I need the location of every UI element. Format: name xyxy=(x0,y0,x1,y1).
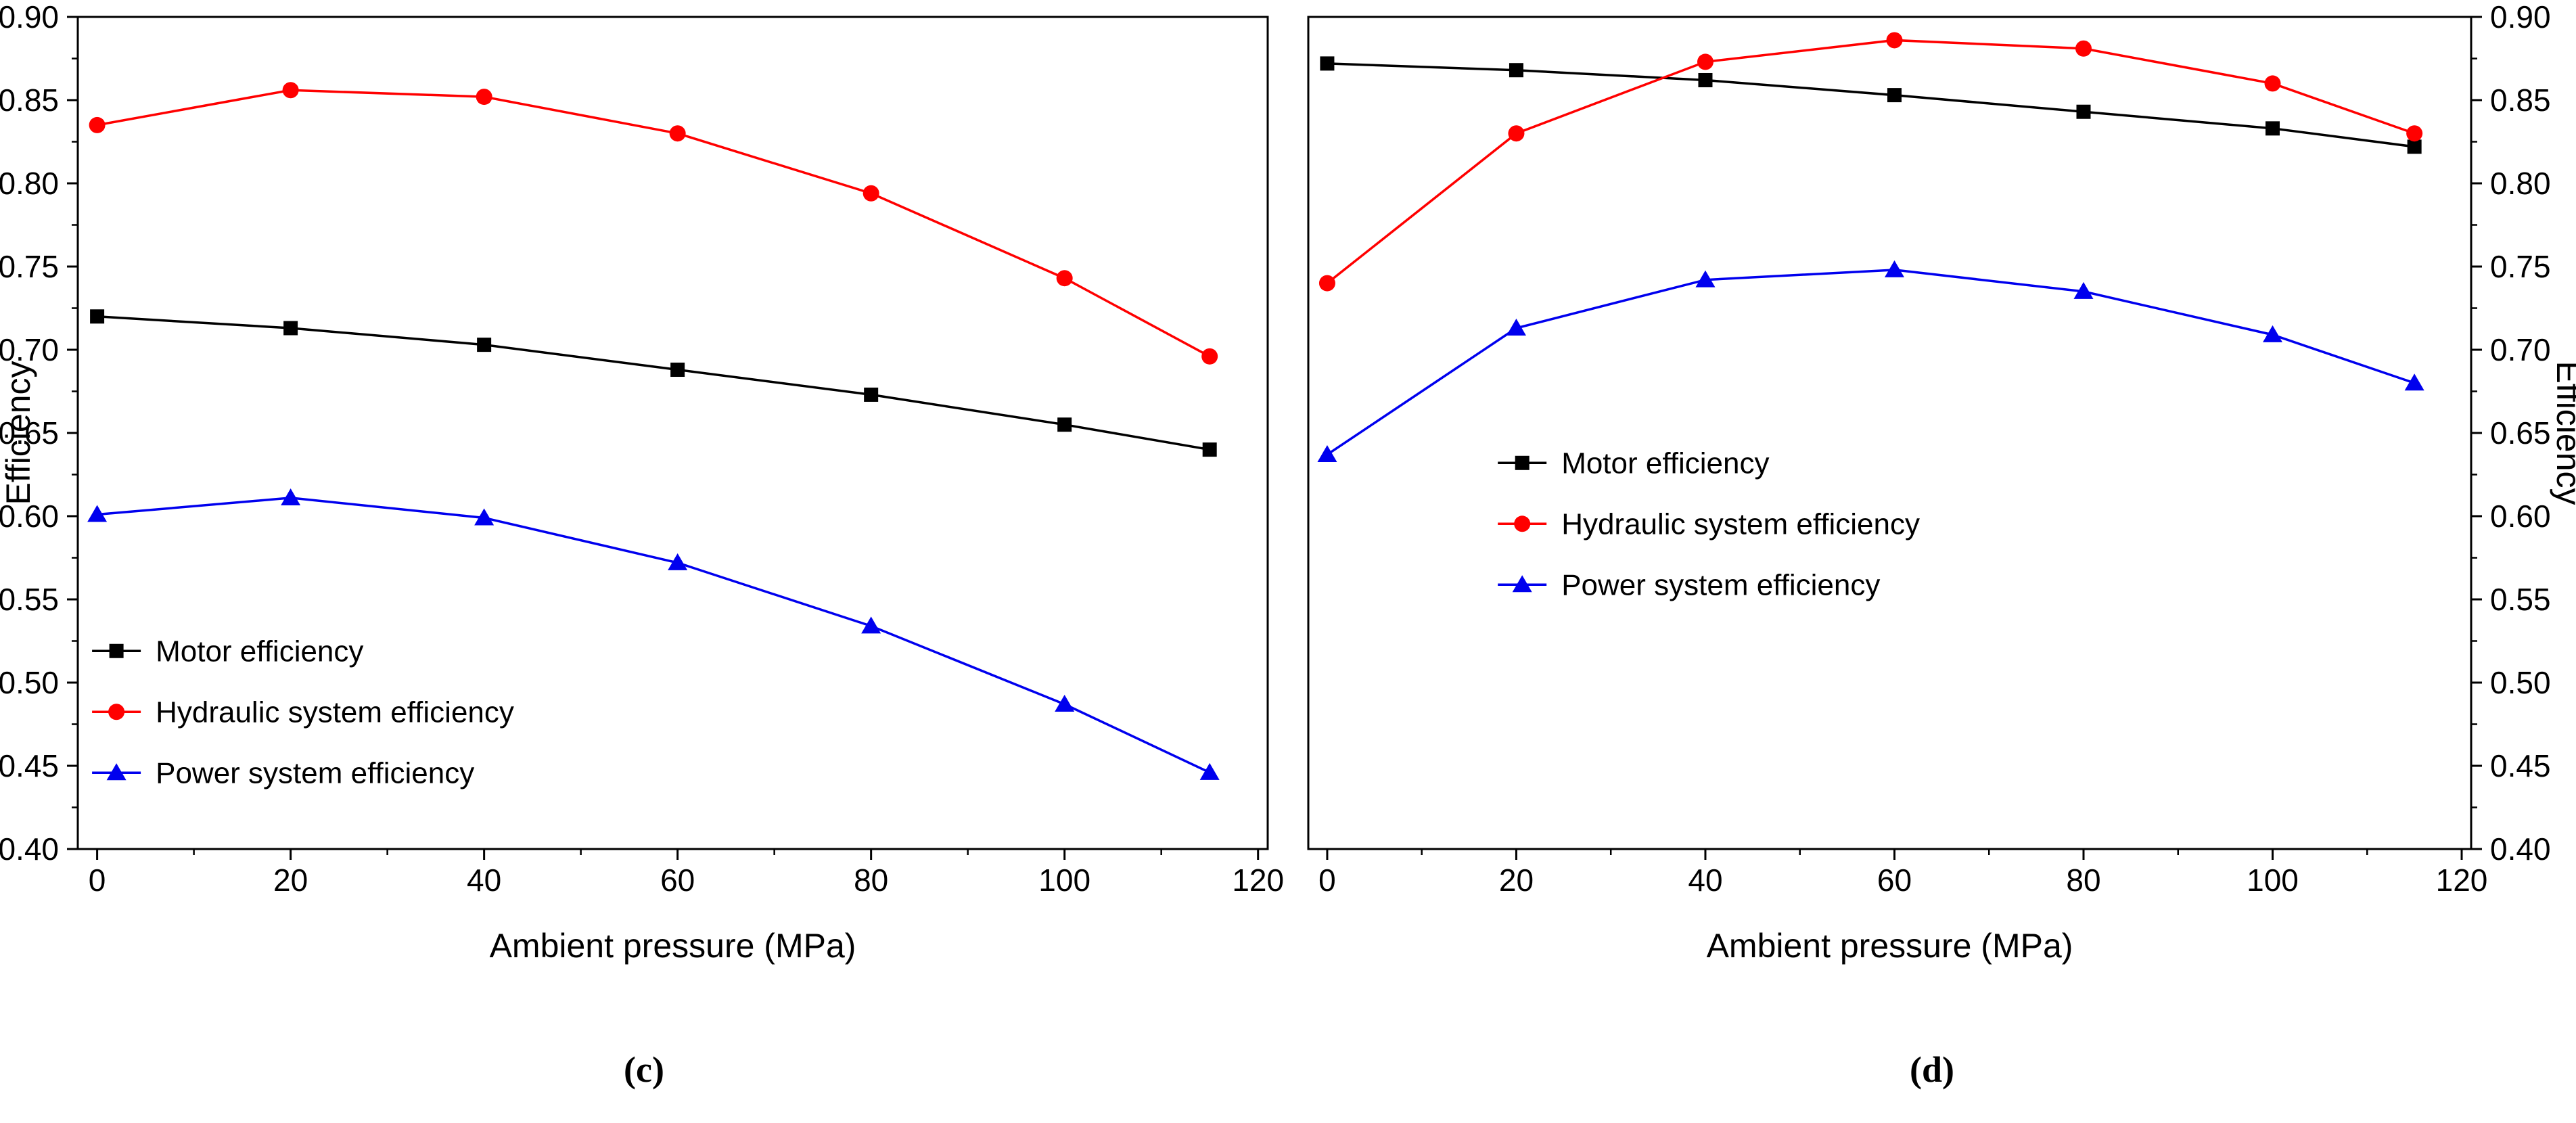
svg-text:0.80: 0.80 xyxy=(0,166,59,201)
svg-text:Efficiency: Efficiency xyxy=(0,361,37,505)
svg-text:40: 40 xyxy=(1688,863,1722,898)
svg-text:0.75: 0.75 xyxy=(2490,249,2551,284)
svg-text:0.50: 0.50 xyxy=(2490,665,2551,700)
panel-caption-c: (c) xyxy=(624,1049,664,1090)
svg-text:100: 100 xyxy=(1038,863,1090,898)
svg-text:0.40: 0.40 xyxy=(2490,831,2551,867)
svg-text:0.55: 0.55 xyxy=(0,582,59,617)
svg-text:0.70: 0.70 xyxy=(2490,332,2551,367)
svg-text:Hydraulic system efficiency: Hydraulic system efficiency xyxy=(156,696,514,729)
svg-text:80: 80 xyxy=(2066,863,2100,898)
svg-text:Ambient pressure (MPa): Ambient pressure (MPa) xyxy=(490,927,856,965)
panel-caption-d: (d) xyxy=(1910,1049,1954,1090)
svg-text:0.90: 0.90 xyxy=(0,0,59,35)
svg-text:0.85: 0.85 xyxy=(0,83,59,118)
chart-panel-c: 0 20 40 60 80 100 120 0.40 0.45 0.50 0.55 0.60 0.65 0… xyxy=(0,0,1288,1091)
svg-text:20: 20 xyxy=(273,863,308,898)
svg-text:0.75: 0.75 xyxy=(0,249,59,284)
svg-text:120: 120 xyxy=(2436,863,2488,898)
svg-text:40: 40 xyxy=(467,863,501,898)
svg-text:0.45: 0.45 xyxy=(2490,748,2551,783)
svg-text:Power system efficiency: Power system efficiency xyxy=(1561,569,1880,602)
svg-text:Motor efficiency: Motor efficiency xyxy=(156,635,363,668)
svg-text:80: 80 xyxy=(854,863,888,898)
svg-text:60: 60 xyxy=(1877,863,1912,898)
svg-text:0.90: 0.90 xyxy=(2490,0,2551,35)
svg-text:120: 120 xyxy=(1232,863,1284,898)
chart-panel-d: 0 20 40 60 80 100 120 0.40 0.45 0.50 0.55 0.60 0.65 0… xyxy=(1288,0,2576,1091)
svg-text:20: 20 xyxy=(1499,863,1534,898)
svg-text:0.45: 0.45 xyxy=(0,748,59,783)
svg-text:Power system efficiency: Power system efficiency xyxy=(156,757,474,790)
svg-text:Efficiency: Efficiency xyxy=(2550,361,2576,505)
svg-text:Ambient pressure (MPa): Ambient pressure (MPa) xyxy=(1707,927,2073,965)
svg-text:0.60: 0.60 xyxy=(0,499,59,534)
svg-text:0.55: 0.55 xyxy=(2490,582,2551,617)
efficiency-figure: 0 20 40 60 80 100 120 0.40 0.45 0.50 0.55 0.60 0.65 0… xyxy=(0,0,2576,1091)
svg-text:Motor efficiency: Motor efficiency xyxy=(1561,447,1769,480)
svg-text:0.65: 0.65 xyxy=(2490,415,2551,451)
svg-text:0.65: 0.65 xyxy=(0,415,59,451)
svg-text:0.60: 0.60 xyxy=(2490,499,2551,534)
svg-text:0: 0 xyxy=(1318,863,1336,898)
svg-text:60: 60 xyxy=(660,863,695,898)
svg-text:0.85: 0.85 xyxy=(2490,83,2551,118)
svg-text:0: 0 xyxy=(89,863,106,898)
svg-text:0.50: 0.50 xyxy=(0,665,59,700)
svg-text:0.40: 0.40 xyxy=(0,831,59,867)
svg-text:0.70: 0.70 xyxy=(0,332,59,367)
line-chart-c: 0 20 40 60 80 100 120 0.40 0.45 0.50 0.55 0.60 0.65 0… xyxy=(0,0,1284,965)
svg-text:0.80: 0.80 xyxy=(2490,166,2551,201)
svg-text:100: 100 xyxy=(2247,863,2299,898)
svg-text:Hydraulic system efficiency: Hydraulic system efficiency xyxy=(1561,508,1920,541)
